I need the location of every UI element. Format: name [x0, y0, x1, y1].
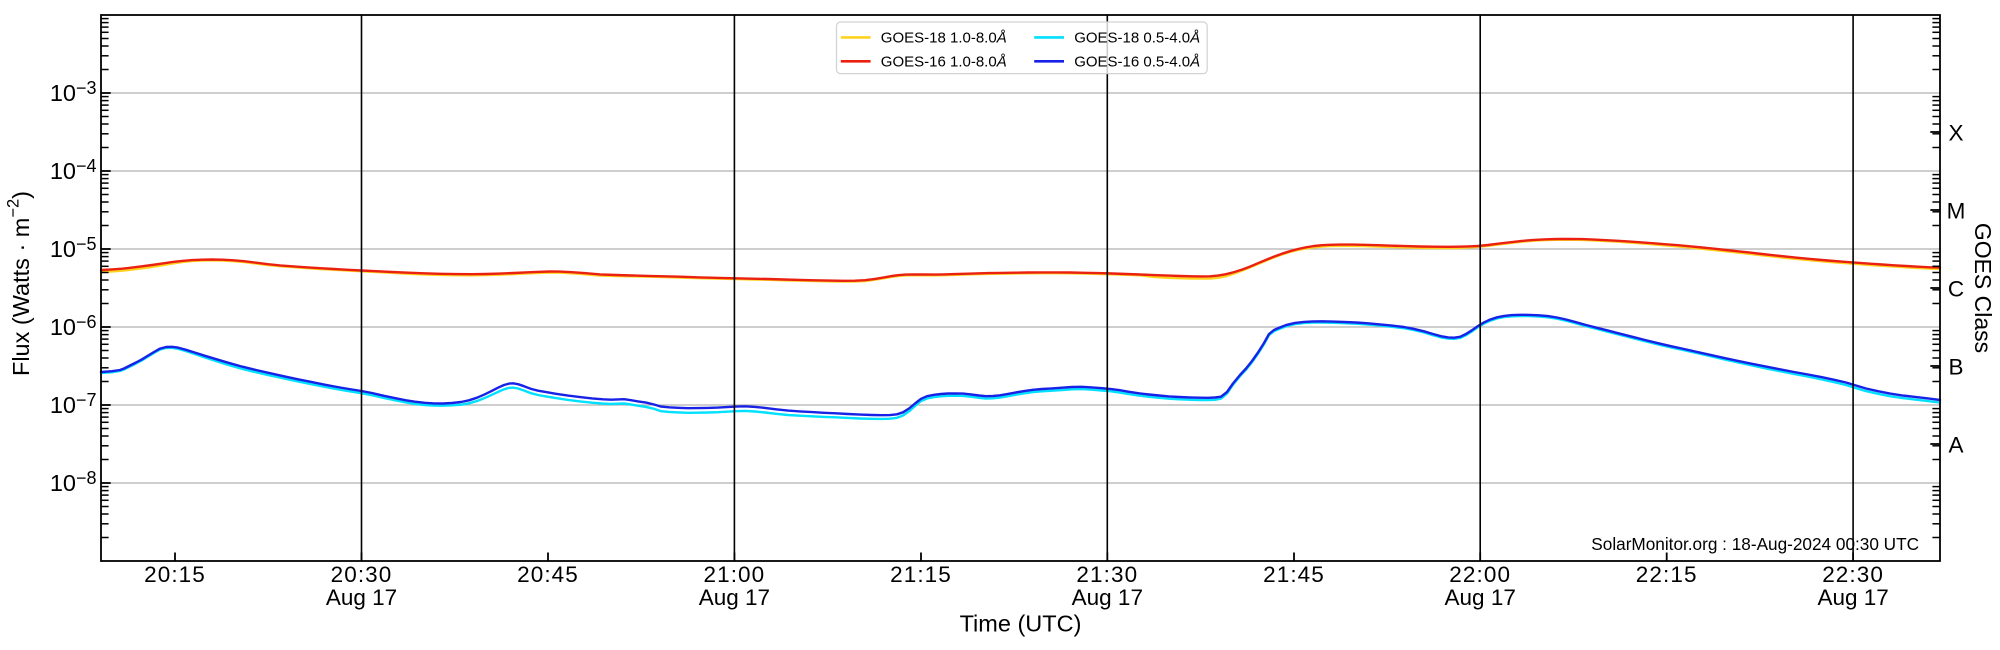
svg-text:SolarMonitor.org : 18-Aug-2024: SolarMonitor.org : 18-Aug-2024 00:30 UTC	[1591, 534, 1919, 554]
svg-text:21:45: 21:45	[1263, 562, 1325, 587]
svg-text:Aug 17: Aug 17	[1445, 585, 1516, 610]
svg-text:C: C	[1948, 277, 1964, 302]
svg-text:Time (UTC): Time (UTC)	[960, 611, 1082, 637]
svg-text:22:15: 22:15	[1636, 562, 1698, 587]
svg-text:B: B	[1948, 355, 1963, 380]
svg-text:Aug 17: Aug 17	[1072, 585, 1143, 610]
svg-text:A: A	[1948, 433, 1963, 458]
svg-text:10−8: 10−8	[50, 468, 97, 496]
svg-text:Aug 17: Aug 17	[699, 585, 770, 610]
svg-text:22:30: 22:30	[1822, 562, 1884, 587]
svg-text:GOES-16 1.0-8.0Å: GOES-16 1.0-8.0Å	[881, 54, 1007, 71]
svg-text:GOES-18 1.0-8.0Å: GOES-18 1.0-8.0Å	[881, 30, 1007, 47]
svg-text:GOES-16 0.5-4.0Å: GOES-16 0.5-4.0Å	[1074, 54, 1200, 71]
svg-text:M: M	[1947, 199, 1966, 224]
svg-text:20:30: 20:30	[331, 562, 393, 587]
svg-text:Flux (Watts · m−2): Flux (Watts · m−2)	[5, 191, 35, 376]
svg-text:21:00: 21:00	[703, 562, 765, 587]
svg-text:GOES-18 0.5-4.0Å: GOES-18 0.5-4.0Å	[1074, 30, 1200, 47]
svg-text:Aug 17: Aug 17	[326, 585, 397, 610]
svg-text:20:15: 20:15	[144, 562, 206, 587]
svg-text:21:15: 21:15	[890, 562, 952, 587]
svg-text:21:30: 21:30	[1076, 562, 1138, 587]
svg-text:22:00: 22:00	[1449, 562, 1511, 587]
svg-text:Aug 17: Aug 17	[1817, 585, 1888, 610]
svg-text:GOES Class: GOES Class	[1970, 223, 1996, 353]
svg-text:X: X	[1948, 121, 1963, 146]
svg-text:20:45: 20:45	[517, 562, 579, 587]
